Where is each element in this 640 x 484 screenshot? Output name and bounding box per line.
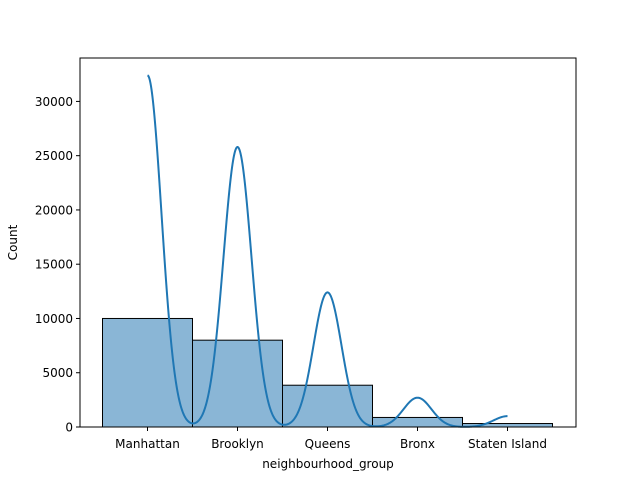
bar-manhattan: [102, 317, 193, 428]
bar-brooklyn: [192, 339, 283, 428]
y-tick-label: 5000: [42, 366, 73, 380]
y-tick-label: 0: [65, 421, 73, 435]
x-axis-label: neighbourhood_group: [262, 457, 394, 471]
y-tick-label: 15000: [35, 258, 73, 272]
bars-group: [102, 317, 553, 428]
x-axis: Manhattan Brooklyn Queens Bronx Staten Islan…: [115, 427, 547, 451]
x-tick-label: Brooklyn: [211, 437, 264, 451]
y-tick-label: 10000: [35, 312, 73, 326]
x-tick-label: Bronx: [400, 437, 435, 451]
x-tick-label: Staten Island: [468, 437, 547, 451]
y-tick-label: 25000: [35, 149, 73, 163]
x-tick-label: Queens: [305, 437, 351, 451]
y-axis-label: Count: [6, 224, 20, 260]
kde-curve: [147, 74, 508, 428]
x-tick-label: Manhattan: [115, 437, 180, 451]
y-tick-label: 20000: [35, 203, 73, 217]
bar-queens: [282, 384, 373, 428]
y-tick-label: 30000: [35, 95, 73, 109]
y-axis: 0 5000 10000 15000 20000 25000 30000: [35, 95, 80, 435]
